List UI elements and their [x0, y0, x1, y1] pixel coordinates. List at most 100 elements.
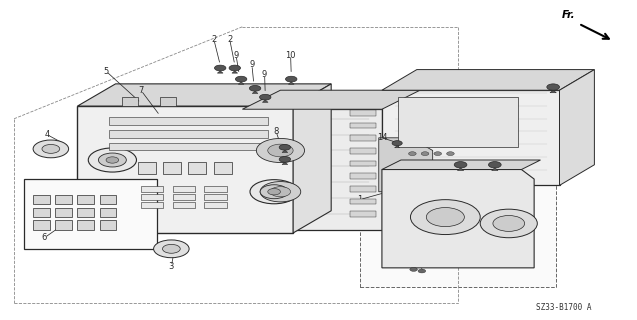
Polygon shape: [350, 123, 376, 128]
Polygon shape: [282, 162, 288, 164]
Polygon shape: [262, 100, 268, 102]
Circle shape: [260, 181, 301, 202]
Polygon shape: [217, 71, 223, 73]
Circle shape: [426, 208, 464, 227]
Circle shape: [480, 209, 537, 238]
Circle shape: [418, 269, 426, 273]
Text: 8: 8: [273, 146, 279, 155]
Polygon shape: [78, 106, 293, 233]
Circle shape: [215, 65, 226, 71]
Polygon shape: [243, 90, 420, 109]
Circle shape: [99, 153, 126, 167]
Circle shape: [493, 215, 525, 231]
Polygon shape: [382, 160, 540, 170]
Polygon shape: [24, 179, 157, 249]
Text: 9: 9: [233, 51, 239, 60]
Polygon shape: [282, 150, 288, 152]
Polygon shape: [350, 173, 376, 179]
Polygon shape: [141, 186, 163, 192]
Text: 10: 10: [285, 51, 296, 60]
Polygon shape: [550, 90, 556, 93]
Circle shape: [236, 76, 247, 82]
Text: 3: 3: [169, 262, 174, 271]
Polygon shape: [33, 220, 50, 230]
Polygon shape: [100, 220, 116, 230]
Text: 11: 11: [405, 240, 416, 249]
Polygon shape: [559, 69, 594, 185]
Polygon shape: [382, 170, 534, 268]
Polygon shape: [33, 195, 50, 204]
Circle shape: [410, 200, 480, 235]
Polygon shape: [138, 162, 155, 174]
Circle shape: [447, 152, 454, 156]
Text: Fr.: Fr.: [562, 10, 575, 20]
Polygon shape: [243, 109, 382, 230]
Text: 2: 2: [227, 35, 233, 44]
Polygon shape: [109, 142, 268, 150]
Text: 13: 13: [500, 170, 511, 179]
Polygon shape: [109, 117, 268, 125]
Polygon shape: [173, 202, 195, 208]
Circle shape: [154, 240, 189, 258]
Circle shape: [268, 188, 280, 195]
Circle shape: [408, 152, 416, 156]
Polygon shape: [397, 97, 519, 147]
Polygon shape: [379, 138, 433, 192]
Polygon shape: [360, 154, 556, 287]
Circle shape: [229, 65, 241, 71]
Text: 1: 1: [357, 195, 362, 204]
Polygon shape: [189, 162, 206, 174]
Polygon shape: [55, 195, 72, 204]
Polygon shape: [350, 135, 376, 141]
Polygon shape: [78, 208, 94, 217]
Polygon shape: [78, 84, 331, 106]
Polygon shape: [394, 146, 399, 148]
Polygon shape: [457, 168, 464, 171]
Polygon shape: [160, 97, 176, 106]
Polygon shape: [214, 162, 232, 174]
Circle shape: [454, 162, 467, 168]
Text: 14: 14: [376, 133, 387, 142]
Circle shape: [270, 187, 290, 197]
Polygon shape: [55, 220, 72, 230]
Circle shape: [392, 141, 402, 146]
Polygon shape: [204, 186, 227, 192]
Polygon shape: [350, 212, 376, 217]
Polygon shape: [109, 130, 268, 138]
Circle shape: [268, 144, 293, 157]
Polygon shape: [33, 208, 50, 217]
Text: 5: 5: [103, 67, 109, 76]
Circle shape: [279, 144, 290, 150]
Text: 9: 9: [249, 60, 255, 69]
Text: 12: 12: [462, 170, 473, 179]
Circle shape: [106, 157, 118, 163]
Polygon shape: [252, 91, 258, 93]
Polygon shape: [293, 84, 331, 233]
Circle shape: [260, 185, 288, 199]
Polygon shape: [141, 202, 163, 208]
Polygon shape: [289, 82, 294, 84]
Text: SZ33-B1700 A: SZ33-B1700 A: [536, 303, 591, 312]
Circle shape: [250, 180, 298, 204]
Polygon shape: [382, 69, 594, 90]
Circle shape: [279, 156, 290, 162]
Polygon shape: [163, 162, 181, 174]
Polygon shape: [204, 202, 227, 208]
Polygon shape: [238, 82, 244, 84]
Polygon shape: [382, 90, 559, 185]
Polygon shape: [100, 195, 116, 204]
Polygon shape: [350, 110, 376, 116]
Polygon shape: [232, 71, 238, 73]
Circle shape: [33, 140, 69, 158]
Polygon shape: [173, 194, 195, 200]
Text: 7: 7: [138, 86, 143, 95]
Polygon shape: [492, 168, 498, 171]
Circle shape: [256, 139, 304, 163]
Circle shape: [285, 76, 297, 82]
Polygon shape: [204, 194, 227, 200]
Circle shape: [89, 148, 136, 172]
Polygon shape: [173, 186, 195, 192]
Circle shape: [489, 162, 501, 168]
Text: 2: 2: [211, 35, 217, 44]
Circle shape: [421, 152, 429, 156]
